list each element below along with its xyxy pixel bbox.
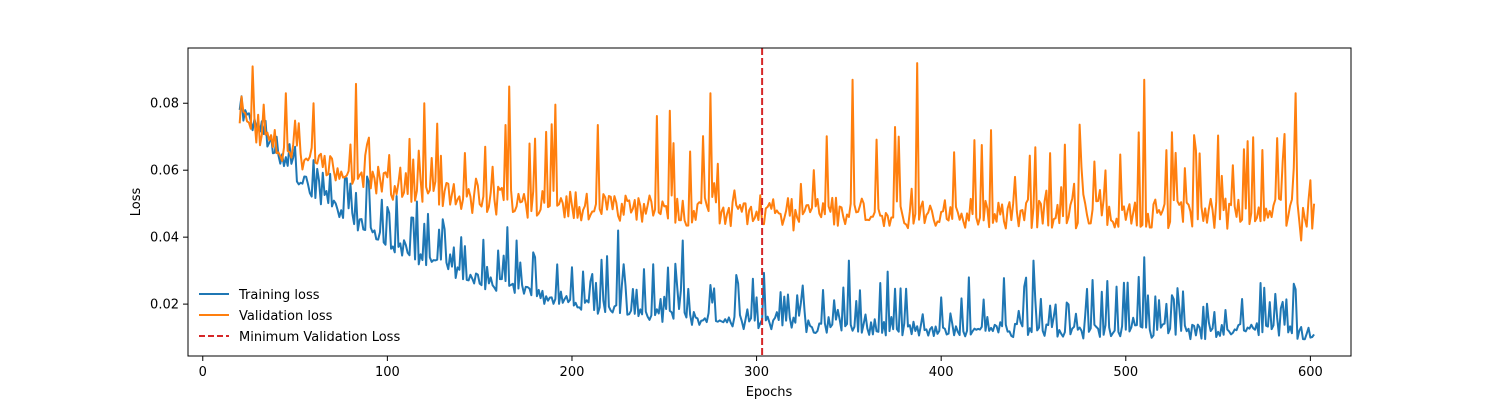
x-tick-label-200: 200 xyxy=(560,365,585,380)
x-tick-label-400: 400 xyxy=(929,365,954,380)
y-tick-label-2: 0.06 xyxy=(150,164,179,179)
x-axis-label: Epochs xyxy=(746,385,793,400)
y-axis: 0.02 0.04 0.06 0.08 xyxy=(150,97,188,313)
legend-label-min-val: Minimum Validation Loss xyxy=(239,330,400,345)
series-line-validation-loss xyxy=(238,62,1316,242)
x-tick-label-100: 100 xyxy=(375,365,400,380)
legend: Training loss Validation loss Minimum Va… xyxy=(199,288,400,345)
x-axis: 0 100 200 300 400 500 600 xyxy=(199,356,1323,380)
plot-frame xyxy=(187,47,1352,357)
x-tick-label-600: 600 xyxy=(1298,365,1323,380)
legend-label-training: Training loss xyxy=(238,288,320,303)
y-tick-label-1: 0.04 xyxy=(150,231,179,246)
y-axis-label: Loss xyxy=(129,188,144,217)
x-tick-label-500: 500 xyxy=(1113,365,1138,380)
x-tick-label-300: 300 xyxy=(744,365,769,380)
legend-label-validation: Validation loss xyxy=(239,309,333,324)
series-layer xyxy=(238,62,1316,341)
y-tick-label-3: 0.08 xyxy=(150,97,179,112)
y-tick-label-0: 0.02 xyxy=(150,298,179,313)
series-line-training-loss xyxy=(238,95,1315,341)
x-tick-label-0: 0 xyxy=(199,365,207,380)
